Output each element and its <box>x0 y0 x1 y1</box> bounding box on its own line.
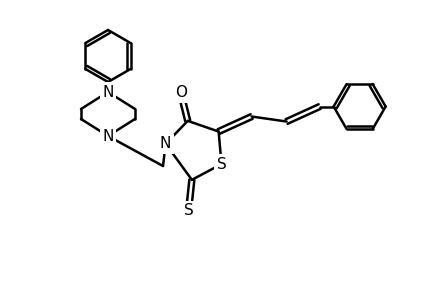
Text: S: S <box>216 156 226 172</box>
Text: O: O <box>175 85 187 100</box>
Text: N: N <box>103 128 114 144</box>
Text: N: N <box>160 136 171 151</box>
Text: N: N <box>103 84 114 99</box>
Text: S: S <box>184 203 194 218</box>
